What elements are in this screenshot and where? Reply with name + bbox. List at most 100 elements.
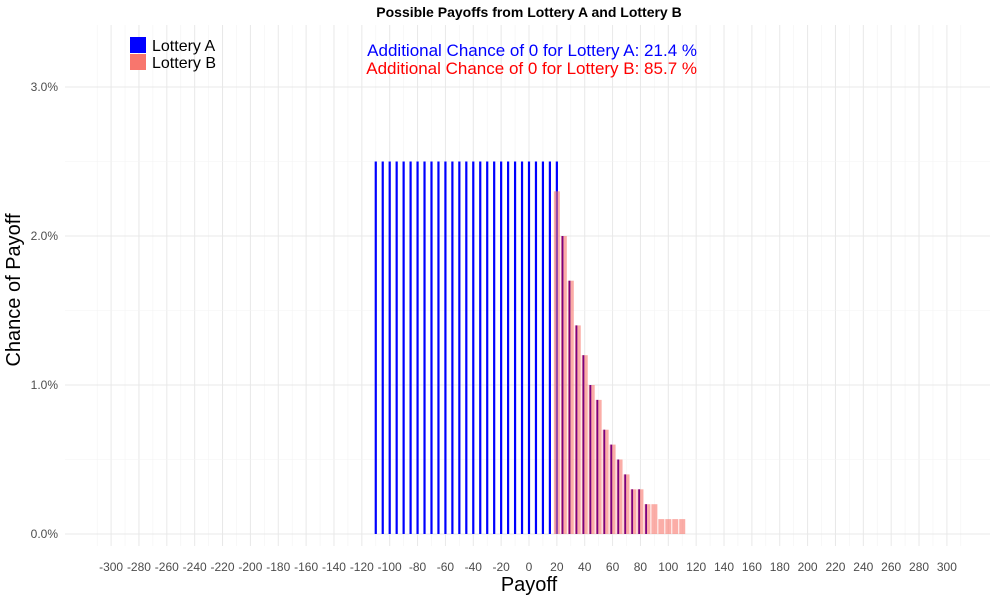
- bar-lottery-a: [486, 161, 489, 534]
- bar-overlap: [603, 429, 606, 534]
- bar-overlap: [596, 399, 599, 534]
- bar-lottery-a: [437, 161, 440, 534]
- legend-label-lottery-b: Lottery B: [152, 55, 216, 72]
- bar-lottery-b: [623, 474, 630, 534]
- x-tick-label: 220: [825, 560, 845, 574]
- x-tick-label: -100: [378, 560, 402, 574]
- x-tick-label: 200: [798, 560, 818, 574]
- bar-lottery-a: [500, 161, 503, 534]
- bar-overlap: [582, 355, 585, 534]
- bar-lottery-b: [574, 325, 581, 534]
- x-tick-label: 0: [526, 560, 533, 574]
- legend-swatch-lottery-b: [130, 54, 146, 70]
- bar-lottery-a: [444, 161, 447, 534]
- bar-lottery-b: [630, 489, 637, 534]
- x-tick-label: -260: [155, 560, 179, 574]
- x-tick-label: -120: [350, 560, 374, 574]
- bar-lottery-b: [658, 519, 665, 534]
- bar-lottery-b: [560, 236, 567, 534]
- bar-lottery-a: [395, 161, 398, 534]
- bar-lottery-b: [679, 519, 686, 534]
- x-tick-label: 260: [881, 560, 901, 574]
- y-tick-label: 2.0%: [31, 229, 59, 243]
- bar-lottery-b: [567, 280, 574, 534]
- bar-lottery-b: [581, 355, 588, 534]
- x-tick-label: 300: [937, 560, 957, 574]
- x-tick-label: 280: [909, 560, 929, 574]
- bar-lottery-a: [451, 161, 454, 534]
- y-axis-title: Chance of Payoff: [3, 213, 25, 367]
- bar-lottery-b: [644, 504, 651, 534]
- bar-lottery-a: [388, 161, 391, 534]
- x-axis-ticks: -300 -280 -260 -240 -220 -200 -180 -160 -140 -120…: [99, 560, 957, 574]
- bar-overlap: [617, 459, 620, 534]
- chart-title: Possible Payoffs from Lottery A and Lott…: [376, 4, 681, 20]
- lottery-a-bars: [374, 161, 558, 534]
- x-tick-label: -80: [409, 560, 427, 574]
- bar-overlap: [610, 444, 613, 534]
- bar-lottery-a: [534, 161, 538, 534]
- bar-overlap: [645, 504, 648, 534]
- bar-lottery-a: [507, 161, 510, 534]
- bar-lottery-a: [416, 161, 419, 534]
- x-tick-label: -160: [294, 560, 318, 574]
- x-tick-label: 40: [578, 560, 592, 574]
- x-tick-label: -20: [492, 560, 510, 574]
- bar-lottery-a: [548, 161, 551, 534]
- y-tick-label: 3.0%: [31, 80, 59, 94]
- x-tick-label: -180: [266, 560, 290, 574]
- x-tick-label: -140: [322, 560, 346, 574]
- bar-overlap: [575, 325, 578, 534]
- annotation-lottery-a: Additional Chance of 0 for Lottery A: 21…: [367, 41, 697, 60]
- bar-lottery-b: [672, 519, 679, 534]
- legend-swatch-lottery-a: [130, 37, 146, 53]
- bar-lottery-a: [527, 161, 531, 534]
- bar-lottery-a: [381, 161, 384, 534]
- bar-lottery-b: [595, 399, 602, 534]
- bar-overlap: [561, 236, 564, 534]
- x-axis-title: Payoff: [501, 574, 558, 596]
- bar-lottery-a: [465, 161, 468, 534]
- legend-label-lottery-a: Lottery A: [152, 38, 215, 55]
- bar-lottery-a: [458, 161, 461, 534]
- bar-lottery-b: [637, 489, 644, 534]
- x-tick-label: 240: [853, 560, 873, 574]
- bar-lottery-a: [479, 161, 482, 534]
- bar-overlap: [589, 385, 592, 534]
- bar-lottery-a: [409, 161, 412, 534]
- bar-lottery-b: [616, 459, 623, 534]
- x-tick-label: -240: [183, 560, 207, 574]
- annotation-lottery-b: Additional Chance of 0 for Lottery B: 85…: [366, 59, 697, 78]
- x-tick-label: -300: [99, 560, 123, 574]
- x-tick-label: -280: [127, 560, 151, 574]
- bar-lottery-a: [402, 161, 405, 534]
- y-axis-ticks: 0.0% 1.0% 2.0% 3.0%: [31, 80, 59, 541]
- bar-lottery-b: [651, 504, 658, 534]
- bar-lottery-a: [541, 161, 545, 534]
- x-tick-label: 20: [550, 560, 564, 574]
- y-tick-label: 0.0%: [31, 527, 59, 541]
- x-tick-label: 80: [634, 560, 648, 574]
- x-tick-label: -220: [211, 560, 235, 574]
- bar-lottery-a: [374, 161, 377, 534]
- grid: [65, 25, 990, 546]
- x-tick-label: 60: [606, 560, 620, 574]
- bar-overlap: [624, 474, 627, 534]
- x-tick-label: -60: [437, 560, 455, 574]
- x-tick-label: -200: [238, 560, 262, 574]
- bar-lottery-a: [493, 161, 496, 534]
- x-tick-label: 180: [770, 560, 790, 574]
- x-tick-label: 100: [658, 560, 678, 574]
- bar-lottery-b: [665, 519, 672, 534]
- bar-lottery-a: [423, 161, 426, 534]
- bar-lottery-b: [602, 429, 609, 534]
- x-tick-label: 160: [742, 560, 762, 574]
- y-tick-label: 1.0%: [31, 378, 59, 392]
- bar-lottery-a: [472, 161, 475, 534]
- x-tick-label: -40: [465, 560, 483, 574]
- bar-lottery-b: [609, 444, 616, 534]
- bar-lottery-a: [520, 161, 524, 534]
- bar-overlap: [638, 489, 641, 534]
- lottery-b-bars: [553, 191, 686, 535]
